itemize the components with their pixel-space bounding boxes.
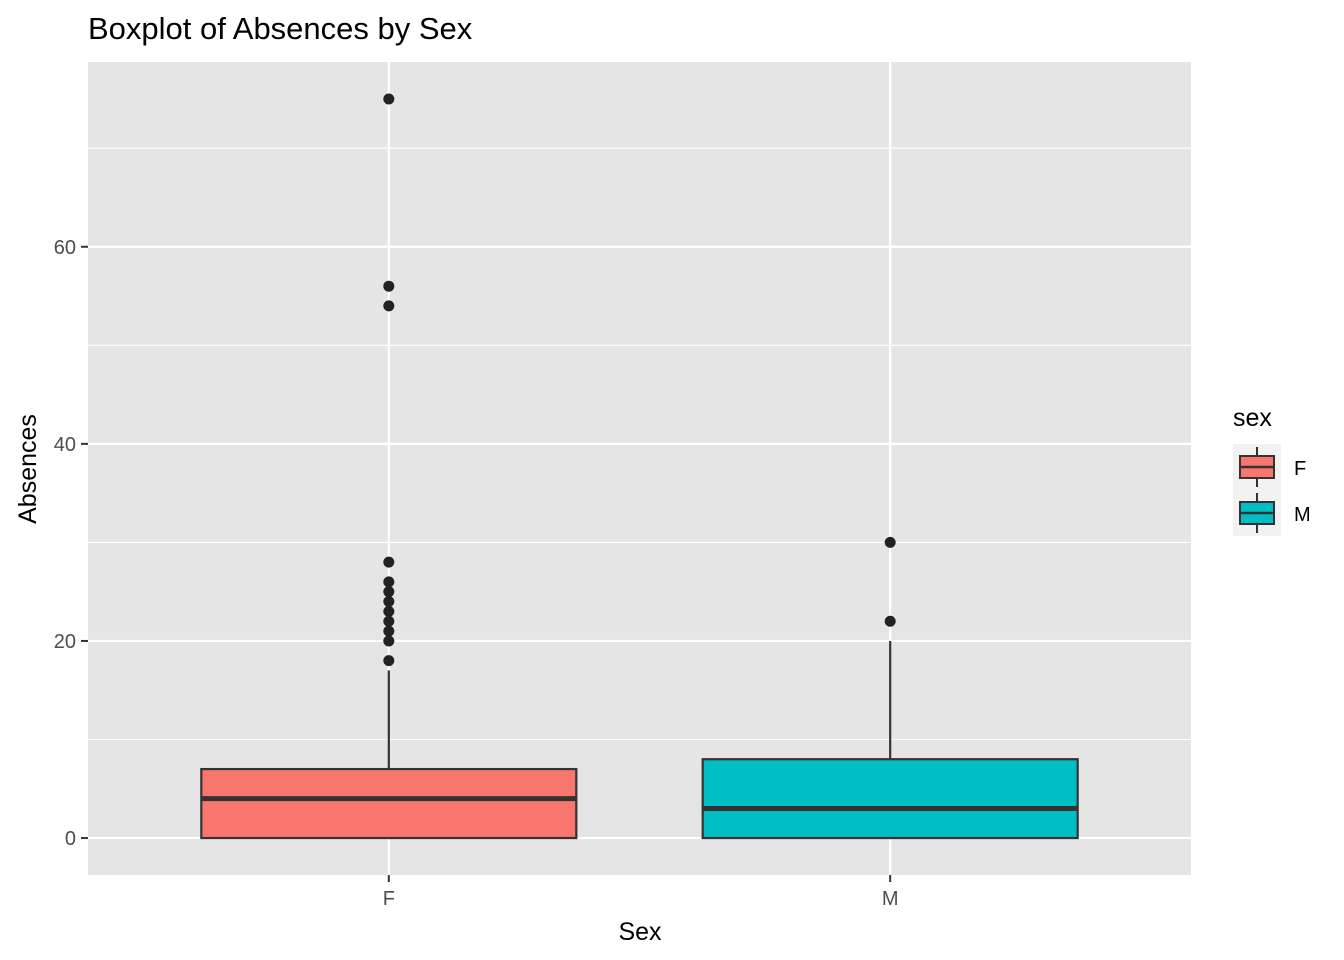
outlier-point	[383, 300, 395, 312]
box-body	[200, 767, 578, 840]
boxes	[200, 640, 1079, 840]
plot-panel	[88, 62, 1191, 875]
x-axis-title: Sex	[618, 918, 662, 946]
box-M	[701, 640, 1079, 840]
outlier-point	[383, 93, 395, 105]
outlier-point	[383, 586, 395, 598]
y-tick-label: 20	[54, 631, 76, 653]
legend-item-F: F	[1239, 447, 1306, 487]
outlier-point	[383, 625, 395, 637]
outlier-point	[383, 576, 395, 588]
outlier-point	[884, 536, 896, 548]
y-tick-label: 40	[54, 434, 76, 456]
outlier-point	[884, 615, 896, 627]
outlier-point	[383, 605, 395, 617]
chart-title: Boxplot of Absences by Sex	[88, 11, 473, 46]
x-tick-label: M	[882, 888, 899, 910]
y-axis-title: Absences	[14, 414, 42, 524]
legend-title: sex	[1233, 404, 1272, 432]
box-F	[200, 670, 578, 840]
y-tick-label: 60	[54, 237, 76, 259]
box-body	[701, 758, 1079, 840]
x-tick-label: F	[383, 888, 395, 910]
outlier-point	[383, 615, 395, 627]
outlier-points	[383, 93, 896, 667]
legend: sex F M	[1233, 404, 1311, 536]
outlier-point	[383, 635, 395, 647]
outlier-point	[383, 556, 395, 568]
outlier-point	[383, 655, 395, 667]
y-tick-label: 0	[65, 828, 76, 850]
y-axis: 0 20 40 60	[54, 237, 88, 850]
legend-label: M	[1294, 504, 1311, 526]
outlier-point	[383, 280, 395, 292]
legend-item-M: M	[1239, 493, 1311, 533]
outlier-point	[383, 596, 395, 608]
legend-label: F	[1294, 458, 1306, 480]
